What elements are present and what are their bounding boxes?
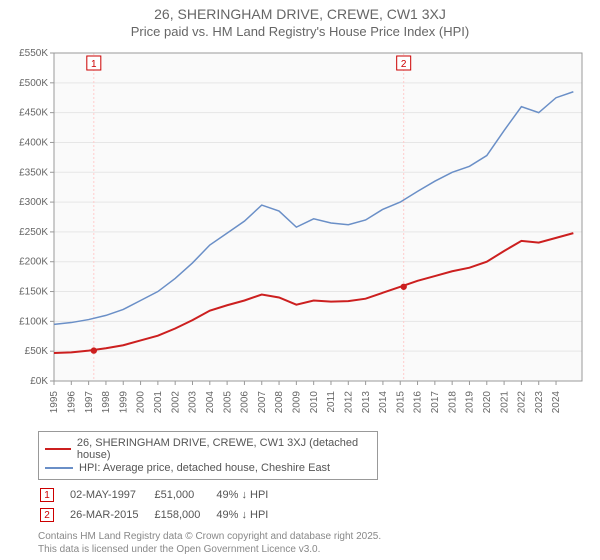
marker-badge: 2 [40,508,54,522]
svg-text:£400K: £400K [19,137,48,148]
svg-text:£0K: £0K [30,376,48,387]
svg-text:£50K: £50K [25,346,49,357]
svg-text:2010: 2010 [309,391,320,414]
sales-table: 1 02-MAY-1997 £51,000 49% ↓ HPI 2 26-MAR… [38,484,284,526]
svg-text:1997: 1997 [84,391,95,414]
svg-text:2023: 2023 [534,391,545,414]
legend-swatch [45,448,71,450]
svg-text:£100K: £100K [19,316,48,327]
svg-text:1996: 1996 [67,391,78,414]
svg-text:1995: 1995 [49,391,60,414]
chart-area: £0K £50K £100K £150K £200K £250K £300K £350K £40… [10,45,590,425]
svg-text:£150K: £150K [19,287,48,298]
table-row: 1 02-MAY-1997 £51,000 49% ↓ HPI [40,486,282,504]
svg-text:2015: 2015 [395,391,406,414]
svg-text:2018: 2018 [447,391,458,414]
svg-text:2020: 2020 [482,391,493,414]
sale-date: 02-MAY-1997 [70,486,152,504]
legend-label: 26, SHERINGHAM DRIVE, CREWE, CW1 3XJ (de… [77,437,371,461]
svg-text:2011: 2011 [326,391,337,413]
svg-text:£200K: £200K [19,257,48,268]
legend-swatch [45,467,73,469]
table-row: 2 26-MAR-2015 £158,000 49% ↓ HPI [40,506,282,524]
legend: 26, SHERINGHAM DRIVE, CREWE, CW1 3XJ (de… [38,431,378,480]
svg-text:£300K: £300K [19,197,48,208]
svg-text:2008: 2008 [274,391,285,414]
svg-text:1998: 1998 [101,391,112,414]
svg-text:£450K: £450K [19,108,48,119]
chart-titles: 26, SHERINGHAM DRIVE, CREWE, CW1 3XJ Pri… [0,0,600,39]
svg-text:2013: 2013 [361,391,372,414]
svg-text:2016: 2016 [413,391,424,414]
sale-price: £51,000 [154,486,214,504]
svg-text:2000: 2000 [136,391,147,414]
svg-text:2005: 2005 [222,391,233,414]
svg-text:2009: 2009 [292,391,303,414]
svg-text:2003: 2003 [188,391,199,414]
legend-row: HPI: Average price, detached house, Ches… [45,462,371,474]
svg-text:2006: 2006 [240,391,251,414]
svg-text:2007: 2007 [257,391,268,414]
legend-row: 26, SHERINGHAM DRIVE, CREWE, CW1 3XJ (de… [45,437,371,461]
svg-text:2024: 2024 [551,391,562,414]
sale-relative: 49% ↓ HPI [216,506,282,524]
footer-line: This data is licensed under the Open Gov… [38,543,590,556]
svg-text:£250K: £250K [19,227,48,238]
line-chart-svg: £0K £50K £100K £150K £200K £250K £300K £350K £40… [10,45,590,425]
footer-line: Contains HM Land Registry data © Crown c… [38,530,590,543]
svg-text:2002: 2002 [170,391,181,414]
svg-text:2004: 2004 [205,391,216,414]
svg-text:2014: 2014 [378,391,389,414]
svg-text:£500K: £500K [19,78,48,89]
svg-text:1999: 1999 [118,391,129,414]
svg-text:£550K: £550K [19,48,48,59]
title-subtitle: Price paid vs. HM Land Registry's House … [0,24,600,39]
sale-relative: 49% ↓ HPI [216,486,282,504]
svg-text:2: 2 [401,59,407,70]
svg-text:2012: 2012 [343,391,354,414]
legend-label: HPI: Average price, detached house, Ches… [79,462,330,474]
svg-text:1: 1 [91,59,97,70]
attribution-footer: Contains HM Land Registry data © Crown c… [38,530,590,556]
marker-badge: 1 [40,488,54,502]
title-address: 26, SHERINGHAM DRIVE, CREWE, CW1 3XJ [0,6,600,22]
svg-text:2021: 2021 [499,391,510,414]
svg-text:2001: 2001 [153,391,164,414]
svg-text:2022: 2022 [517,391,528,414]
svg-text:2017: 2017 [430,391,441,414]
sale-date: 26-MAR-2015 [70,506,152,524]
svg-text:£350K: £350K [19,167,48,178]
sale-price: £158,000 [154,506,214,524]
svg-text:2019: 2019 [465,391,476,414]
